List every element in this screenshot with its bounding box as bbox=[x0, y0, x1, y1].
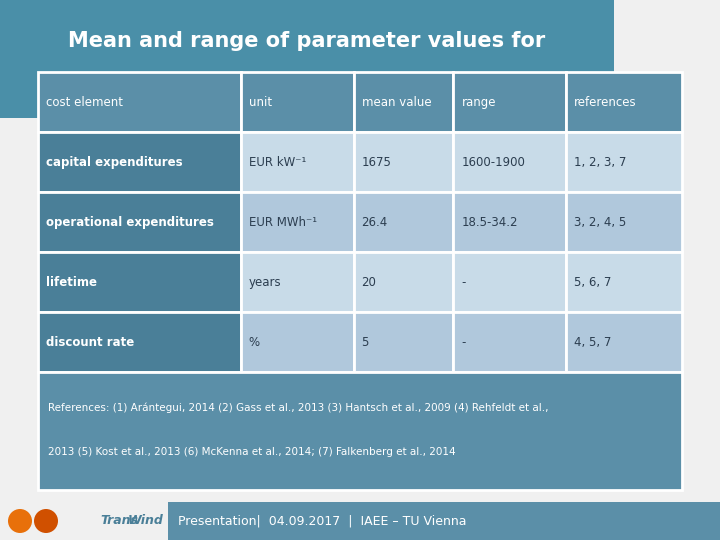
Bar bbox=[454, 252, 566, 312]
Bar bbox=[241, 192, 354, 252]
Bar bbox=[354, 252, 454, 312]
Bar bbox=[241, 132, 354, 192]
Text: Trans: Trans bbox=[100, 515, 138, 528]
Text: 2013 (5) Kost et al., 2013 (6) McKenna et al., 2014; (7) Falkenberg et al., 2014: 2013 (5) Kost et al., 2013 (6) McKenna e… bbox=[48, 447, 456, 457]
Bar bbox=[454, 132, 566, 192]
Text: 3, 2, 4, 5: 3, 2, 4, 5 bbox=[574, 215, 626, 229]
Text: discount rate: discount rate bbox=[46, 336, 134, 349]
Bar bbox=[38, 252, 241, 312]
Bar bbox=[354, 312, 454, 373]
Bar bbox=[38, 192, 241, 252]
Text: 20: 20 bbox=[361, 276, 377, 289]
Bar bbox=[566, 72, 682, 132]
Text: EUR kW⁻¹: EUR kW⁻¹ bbox=[249, 156, 306, 168]
Bar bbox=[38, 132, 241, 192]
Text: 1, 2, 3, 7: 1, 2, 3, 7 bbox=[574, 156, 626, 168]
Bar bbox=[566, 312, 682, 373]
Bar bbox=[566, 252, 682, 312]
Bar bbox=[241, 252, 354, 312]
Bar bbox=[566, 132, 682, 192]
Bar bbox=[0, 0, 614, 118]
Circle shape bbox=[34, 509, 58, 533]
Text: 18.5-34.2: 18.5-34.2 bbox=[462, 215, 518, 229]
Bar bbox=[168, 502, 720, 540]
Bar bbox=[38, 72, 241, 132]
Text: 1600-1900: 1600-1900 bbox=[462, 156, 526, 168]
Text: references: references bbox=[574, 96, 636, 109]
Circle shape bbox=[8, 509, 32, 533]
Bar bbox=[354, 72, 454, 132]
Bar bbox=[454, 312, 566, 373]
Text: unit: unit bbox=[249, 96, 272, 109]
Text: Presentation|  04.09.2017  |  IAEE – TU Vienna: Presentation| 04.09.2017 | IAEE – TU Vie… bbox=[178, 515, 467, 528]
Bar bbox=[38, 373, 682, 490]
Text: Mean and range of parameter values for: Mean and range of parameter values for bbox=[68, 31, 546, 51]
Bar bbox=[354, 192, 454, 252]
Bar bbox=[241, 312, 354, 373]
Text: 1675: 1675 bbox=[361, 156, 392, 168]
Bar bbox=[454, 72, 566, 132]
Text: 5: 5 bbox=[361, 336, 369, 349]
Text: operational expenditures: operational expenditures bbox=[46, 215, 214, 229]
Text: lifetime: lifetime bbox=[46, 276, 97, 289]
Text: cost element: cost element bbox=[46, 96, 123, 109]
Text: 5, 6, 7: 5, 6, 7 bbox=[574, 276, 611, 289]
Text: assessing the economic potential: assessing the economic potential bbox=[110, 72, 504, 92]
Bar bbox=[454, 192, 566, 252]
Text: References: (1) Arántegui, 2014 (2) Gass et al., 2013 (3) Hantsch et al., 2009 (: References: (1) Arántegui, 2014 (2) Gass… bbox=[48, 402, 549, 413]
Text: mean value: mean value bbox=[361, 96, 431, 109]
Text: capital expenditures: capital expenditures bbox=[46, 156, 183, 168]
Bar bbox=[38, 312, 241, 373]
Bar bbox=[354, 132, 454, 192]
Text: range: range bbox=[462, 96, 496, 109]
Text: years: years bbox=[249, 276, 282, 289]
Text: %: % bbox=[249, 336, 260, 349]
Text: 26.4: 26.4 bbox=[361, 215, 388, 229]
Bar bbox=[241, 72, 354, 132]
Text: Wind: Wind bbox=[128, 515, 164, 528]
Text: -: - bbox=[462, 336, 466, 349]
Text: EUR MWh⁻¹: EUR MWh⁻¹ bbox=[249, 215, 317, 229]
Text: 4, 5, 7: 4, 5, 7 bbox=[574, 336, 611, 349]
Text: -: - bbox=[462, 276, 466, 289]
Bar bbox=[0, 502, 168, 540]
Bar bbox=[566, 192, 682, 252]
